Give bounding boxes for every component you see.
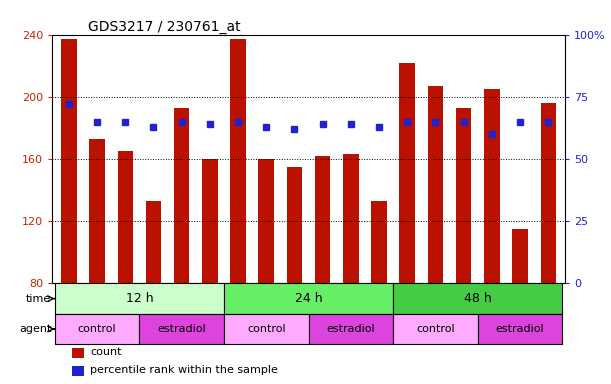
Bar xyxy=(393,314,478,344)
Bar xyxy=(230,39,246,283)
Bar xyxy=(428,86,443,283)
Bar xyxy=(315,156,331,283)
Text: estradiol: estradiol xyxy=(158,324,206,334)
Bar xyxy=(258,159,274,283)
Bar xyxy=(224,283,393,314)
Bar xyxy=(117,151,133,283)
Text: control: control xyxy=(416,324,455,334)
Text: 24 h: 24 h xyxy=(295,292,323,305)
Text: time: time xyxy=(26,294,51,304)
Bar xyxy=(55,314,139,344)
Text: control: control xyxy=(247,324,285,334)
Bar xyxy=(73,366,84,376)
Bar xyxy=(484,89,500,283)
Bar xyxy=(73,348,84,358)
Bar xyxy=(393,283,562,314)
Bar xyxy=(202,159,218,283)
Bar xyxy=(309,314,393,344)
Bar xyxy=(174,108,189,283)
Bar xyxy=(541,103,556,283)
Bar xyxy=(400,63,415,283)
Text: 12 h: 12 h xyxy=(125,292,153,305)
Bar xyxy=(512,229,528,283)
Text: percentile rank within the sample: percentile rank within the sample xyxy=(90,366,278,376)
Text: estradiol: estradiol xyxy=(496,324,544,334)
Text: GDS3217 / 230761_at: GDS3217 / 230761_at xyxy=(88,20,241,33)
Text: estradiol: estradiol xyxy=(326,324,375,334)
Bar xyxy=(343,154,359,283)
Bar xyxy=(224,314,309,344)
Text: agent: agent xyxy=(19,324,51,334)
Bar xyxy=(61,39,76,283)
Bar xyxy=(478,314,562,344)
Bar xyxy=(456,108,472,283)
Bar xyxy=(55,283,224,314)
Bar xyxy=(145,201,161,283)
Bar xyxy=(371,201,387,283)
Text: 48 h: 48 h xyxy=(464,292,492,305)
Text: control: control xyxy=(78,324,116,334)
Bar xyxy=(89,139,105,283)
Text: count: count xyxy=(90,348,122,358)
Bar xyxy=(139,314,224,344)
Bar xyxy=(287,167,302,283)
